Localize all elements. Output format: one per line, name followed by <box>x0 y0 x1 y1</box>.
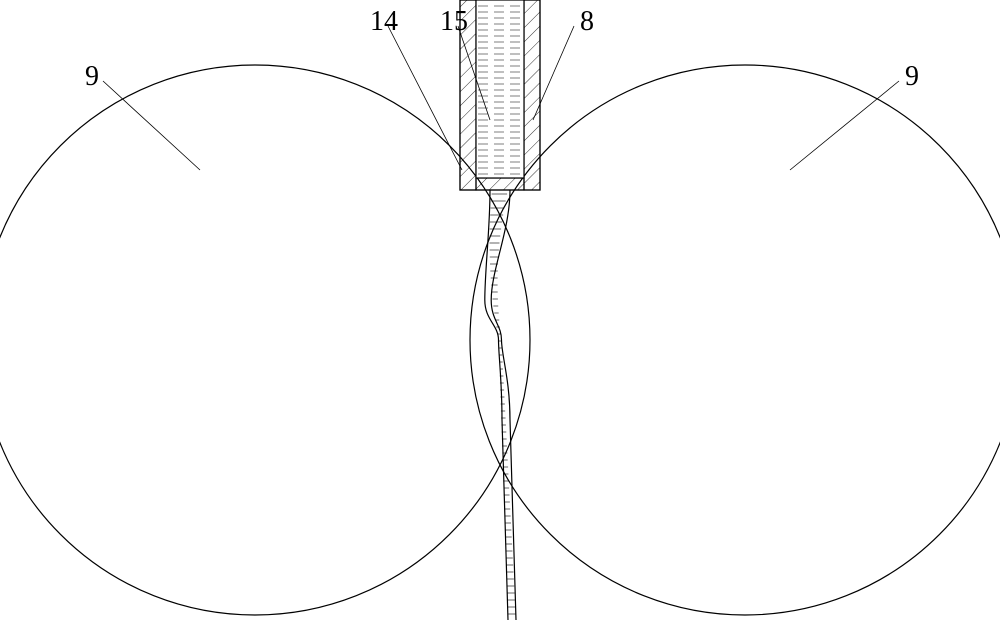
label-l9a: 9 <box>85 61 200 170</box>
label-l15-text: 15 <box>440 6 468 37</box>
extrudate-strip <box>485 190 516 620</box>
die-cavity <box>476 0 524 178</box>
die-wall-right <box>524 0 540 190</box>
label-l14-text: 14 <box>370 6 398 37</box>
label-l8-text: 8 <box>580 6 594 37</box>
die-bottom-cap <box>476 178 524 190</box>
label-l8: 8 <box>533 6 594 120</box>
label-l9b: 9 <box>790 61 919 170</box>
label-l9b-text: 9 <box>905 61 919 92</box>
right-roller <box>470 65 1000 615</box>
diagram-canvas: 9 9 14 15 8 <box>0 0 1000 633</box>
label-l9a-text: 9 <box>85 61 99 92</box>
